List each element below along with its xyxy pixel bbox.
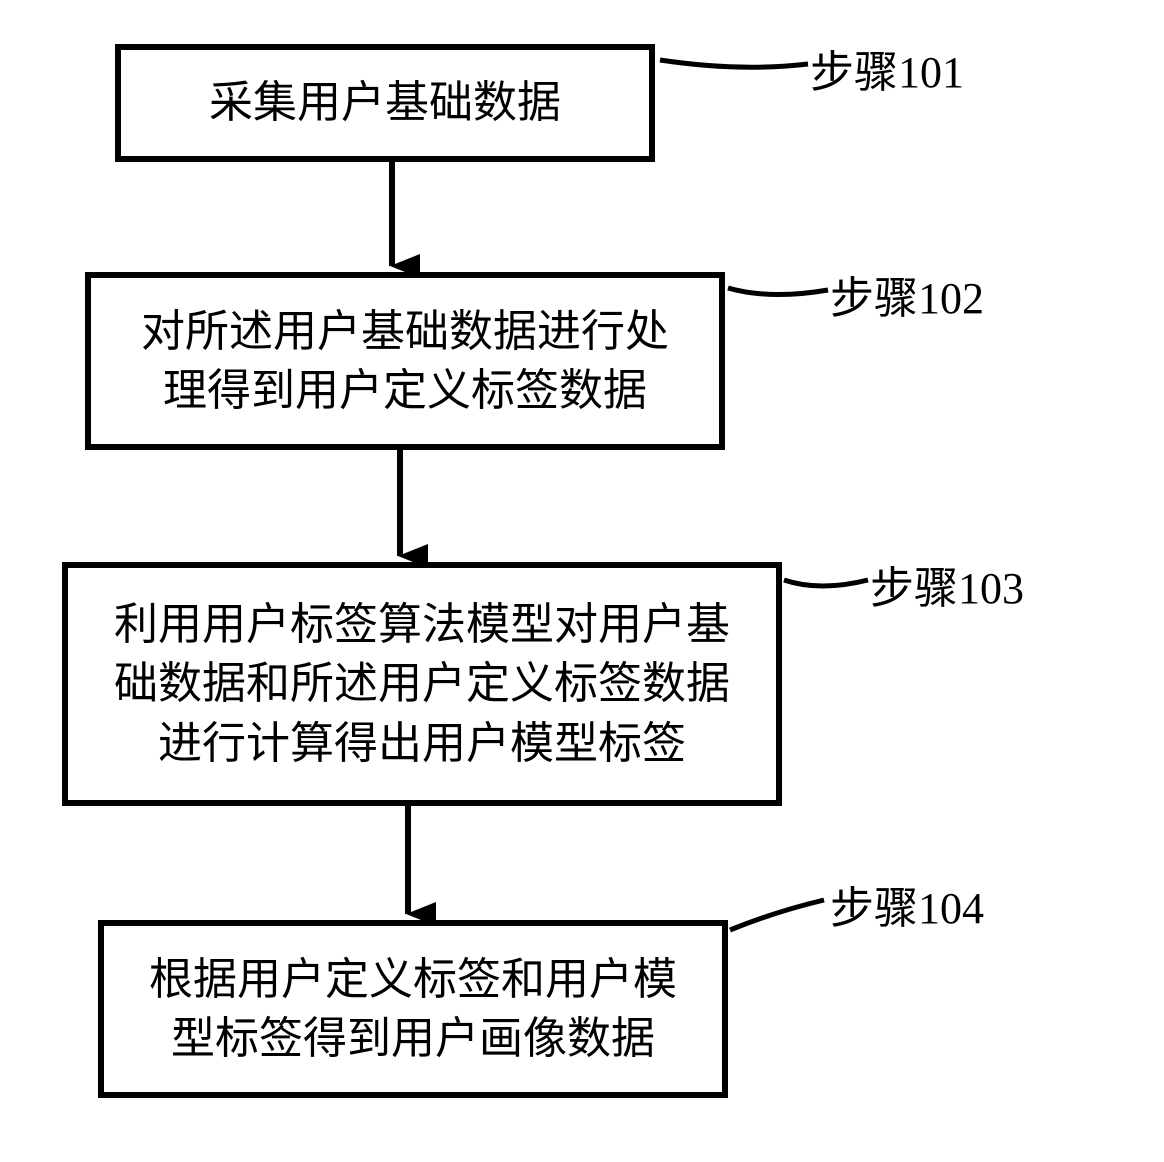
node-text: 利用用户标签算法模型对用户基础数据和所述用户定义标签数据进行计算得出用户模型标签 (114, 595, 730, 773)
node-step-104: 根据用户定义标签和用户模型标签得到用户画像数据 (98, 920, 728, 1098)
leader-l3 (784, 580, 868, 586)
flowchart-canvas: 采集用户基础数据 对所述用户基础数据进行处理得到用户定义标签数据 利用用户标签算… (0, 0, 1164, 1162)
label-text: 步骤101 (810, 48, 964, 97)
node-text: 采集用户基础数据 (209, 73, 561, 132)
leader-l4 (730, 900, 824, 930)
node-step-101: 采集用户基础数据 (115, 44, 655, 162)
label-step-103: 步骤103 (870, 552, 1024, 616)
node-text: 对所述用户基础数据进行处理得到用户定义标签数据 (141, 302, 669, 421)
node-step-102: 对所述用户基础数据进行处理得到用户定义标签数据 (85, 272, 725, 450)
label-step-102: 步骤102 (830, 262, 984, 326)
label-text: 步骤102 (830, 274, 984, 323)
label-text: 步骤104 (830, 884, 984, 933)
node-step-103: 利用用户标签算法模型对用户基础数据和所述用户定义标签数据进行计算得出用户模型标签 (62, 562, 782, 806)
label-step-104: 步骤104 (830, 872, 984, 936)
leader-l1 (660, 60, 808, 67)
node-text: 根据用户定义标签和用户模型标签得到用户画像数据 (149, 950, 677, 1069)
label-text: 步骤103 (870, 564, 1024, 613)
leader-l2 (728, 288, 828, 295)
label-step-101: 步骤101 (810, 36, 964, 100)
